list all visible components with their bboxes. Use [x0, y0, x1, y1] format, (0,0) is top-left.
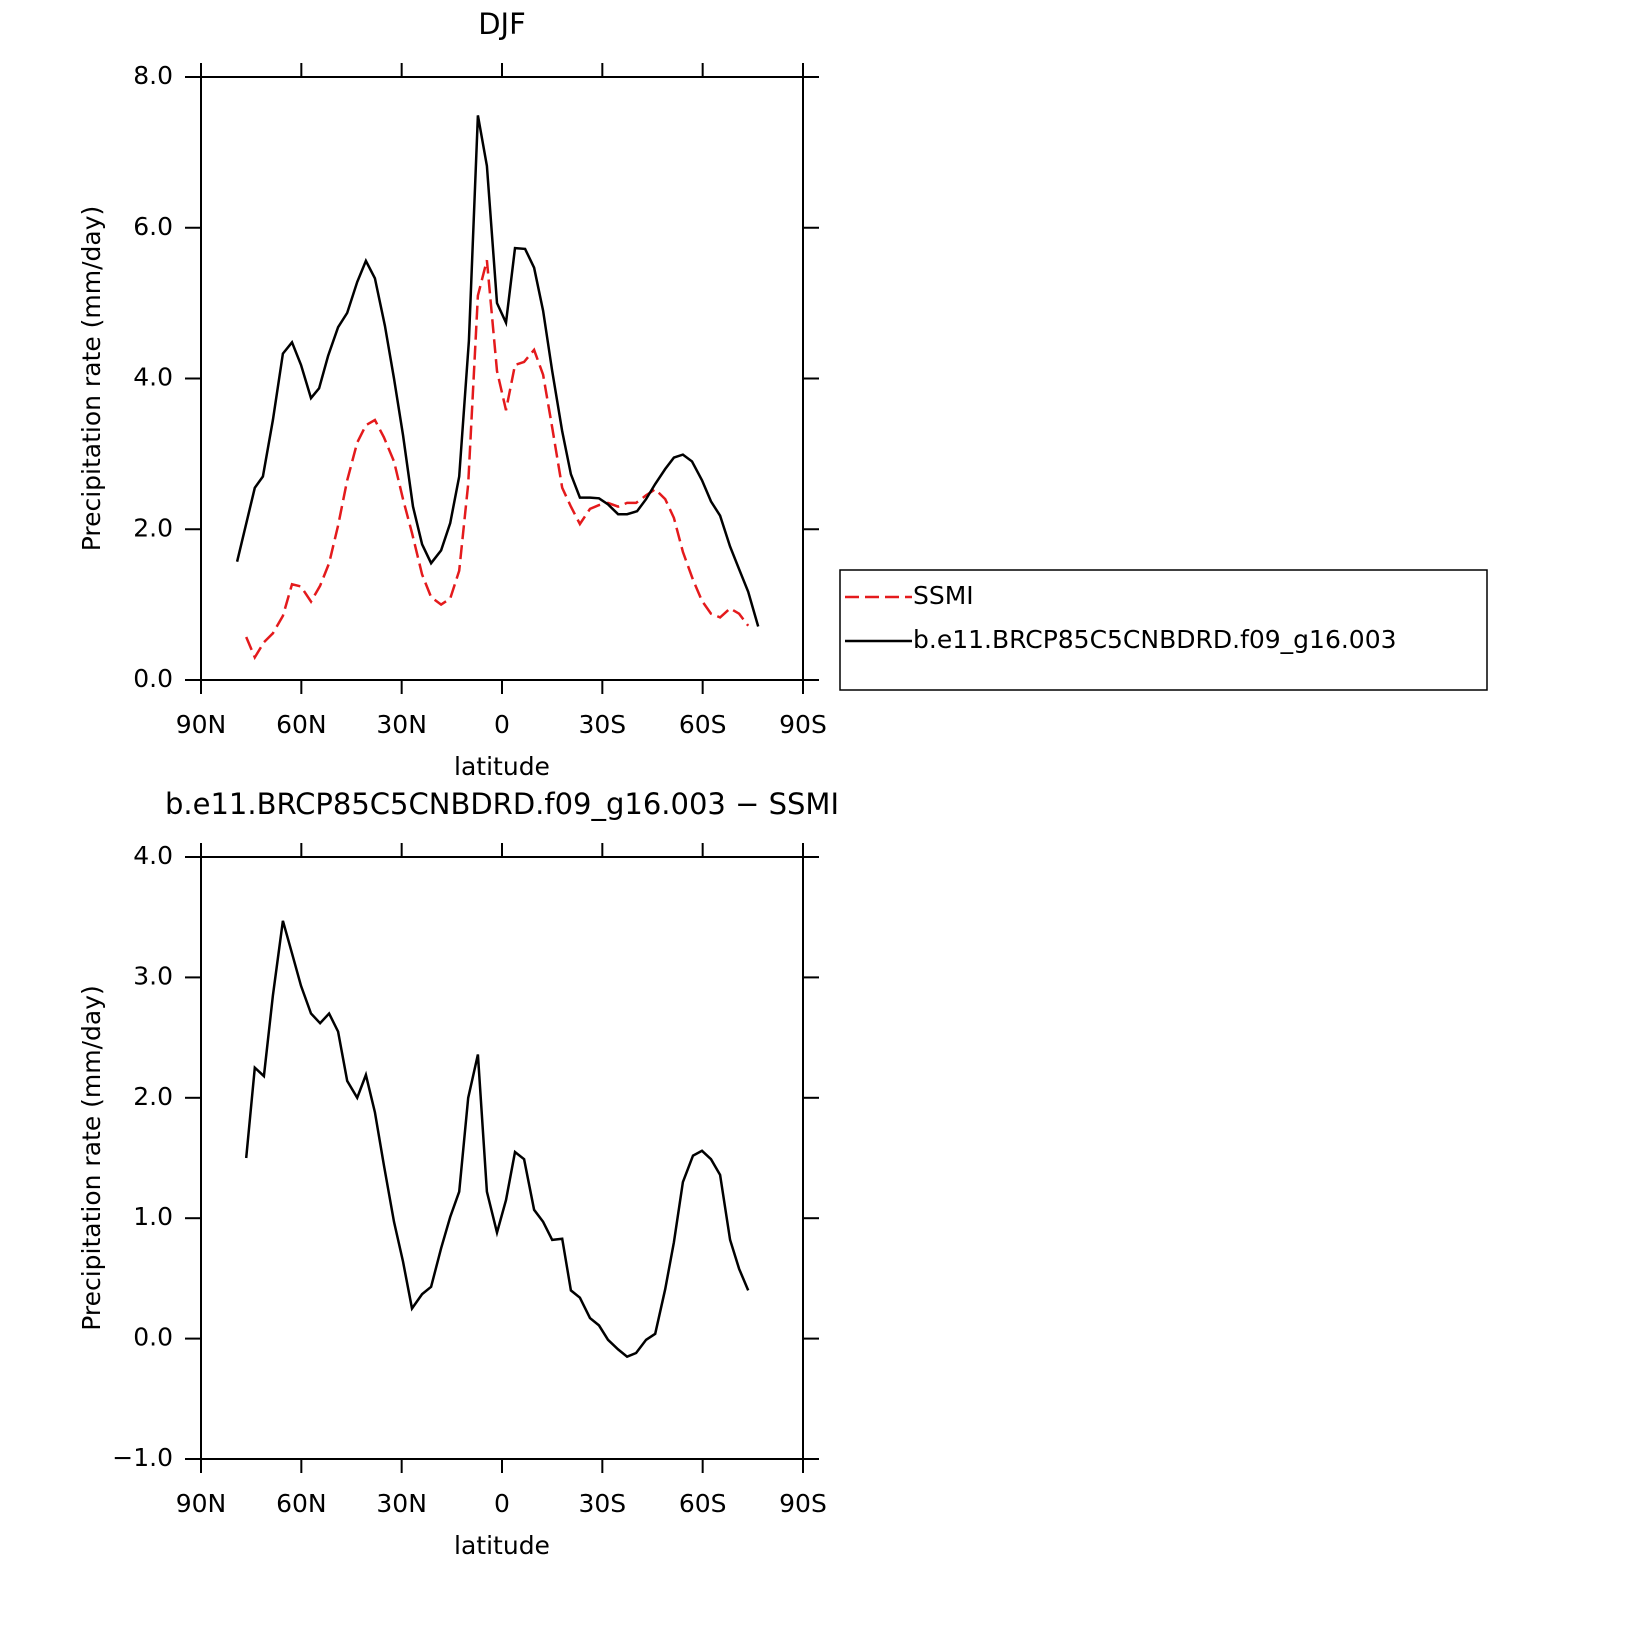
legend-label: SSMI: [913, 581, 974, 610]
y-axis-label: Precipitation rate (mm/day): [77, 985, 106, 1331]
y-tick-label: 0.0: [133, 1323, 173, 1352]
x-axis-label: latitude: [454, 1531, 550, 1560]
x-tick-label: 0: [494, 1489, 510, 1518]
x-tick-label: 30S: [578, 1489, 626, 1518]
x-tick-label: 90N: [176, 1489, 227, 1518]
x-tick-label: 60S: [679, 1489, 727, 1518]
legend-label: b.e11.BRCP85C5CNBDRD.f09_g16.003: [913, 625, 1397, 654]
y-axis-label: Precipitation rate (mm/day): [77, 206, 106, 552]
y-tick-label: −1.0: [112, 1443, 173, 1472]
x-tick-label: 60S: [679, 710, 727, 739]
y-tick-label: 4.0: [133, 363, 173, 392]
plot-frame: [200, 856, 804, 1460]
data-line: [235, 115, 760, 627]
y-tick-label: 6.0: [133, 212, 173, 241]
y-tick-label: 3.0: [133, 961, 173, 990]
x-tick-label: 90S: [779, 1489, 827, 1518]
y-tick-label: 2.0: [133, 513, 173, 542]
x-tick-label: 0: [494, 710, 510, 739]
x-tick-label: 60N: [276, 710, 327, 739]
data-line: [244, 920, 750, 1359]
chart-title: DJF: [478, 7, 526, 41]
data-line: [245, 259, 750, 661]
x-tick-label: 90S: [779, 710, 827, 739]
plot-frame: [200, 76, 804, 681]
legend-box: [839, 569, 1488, 691]
x-tick-label: 30N: [376, 710, 427, 739]
y-tick-label: 1.0: [133, 1202, 173, 1231]
y-tick-label: 0.0: [133, 664, 173, 693]
x-axis-label: latitude: [454, 752, 550, 781]
y-tick-label: 8.0: [133, 61, 173, 90]
y-tick-label: 2.0: [133, 1082, 173, 1111]
x-tick-label: 60N: [276, 1489, 327, 1518]
x-tick-label: 90N: [176, 710, 227, 739]
chart-title: b.e11.BRCP85C5CNBDRD.f09_g16.003 − SSMI: [165, 787, 839, 821]
x-tick-label: 30S: [578, 710, 626, 739]
y-tick-label: 4.0: [133, 841, 173, 870]
x-tick-label: 30N: [376, 1489, 427, 1518]
